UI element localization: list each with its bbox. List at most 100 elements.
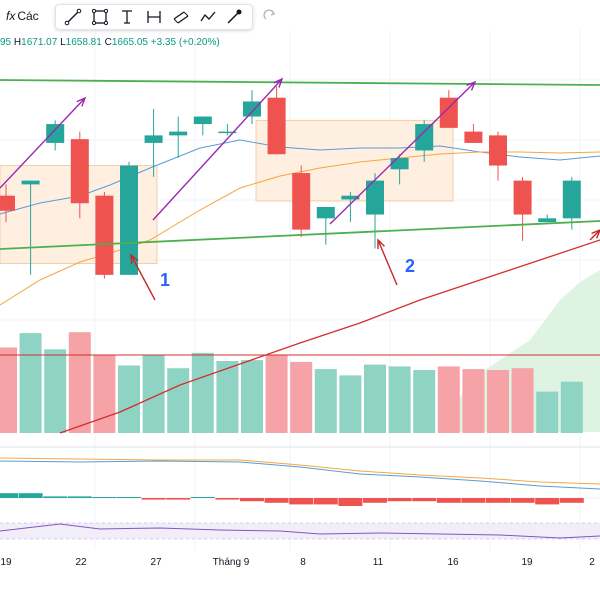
candle-body-20 (489, 135, 507, 166)
macd-hist-bar-8 (190, 497, 215, 498)
osc-signal-line (0, 457, 600, 485)
volume-bar-10 (241, 360, 263, 433)
volume-bar-11 (265, 354, 288, 433)
candlesticks (0, 86, 581, 279)
red-arrow-2-head (377, 238, 385, 250)
macd-hist-bar-5 (117, 497, 141, 498)
path-icon[interactable] (197, 6, 219, 28)
low-label: L (60, 37, 66, 48)
candle-body-4 (95, 195, 114, 275)
volume-bar-17 (413, 370, 436, 433)
rsi-band (0, 523, 600, 539)
candle-body-0 (0, 195, 15, 211)
red-arrow-1-head (130, 253, 139, 265)
macd-hist-bar-2 (43, 496, 68, 498)
annotation-label-1: 1 (160, 270, 171, 290)
rectangle-icon[interactable] (89, 6, 111, 28)
text-tool-icon[interactable] (116, 6, 138, 28)
candle-body-12 (292, 173, 311, 230)
macd-hist-bar-3 (67, 496, 92, 498)
candle-body-7 (169, 131, 188, 136)
red-arrow-3-shaft (589, 229, 600, 241)
volume-bars (0, 332, 600, 433)
volume-bar-15 (364, 364, 386, 433)
volume-bar-23 (560, 381, 583, 433)
candle-body-9 (218, 131, 237, 134)
candle-body-1 (21, 180, 40, 185)
volume-bar-12 (290, 361, 313, 433)
brush-icon[interactable] (223, 6, 245, 28)
volume-bar-7 (167, 368, 190, 433)
x-tick-label: Tháng 9 (212, 557, 250, 568)
macd-hist-bar-10 (240, 498, 264, 502)
macd-hist-bar-19 (461, 498, 486, 503)
purple-arrow-1-shaft (0, 97, 86, 189)
candle-body-23 (562, 180, 581, 219)
macd-hist-bar-4 (92, 497, 117, 498)
x-tick-label: 2 (589, 557, 595, 568)
volume-bar-13 (314, 369, 337, 433)
x-tick-label: 16 (447, 557, 459, 568)
arrows (0, 77, 600, 301)
drawing-toolbar (55, 4, 253, 30)
volume-bar-4 (93, 354, 116, 433)
volume-bar-18 (437, 366, 460, 433)
x-tick-label: 27 (150, 557, 162, 568)
x-tick-label: 11 (372, 557, 384, 568)
change-value: +3.35 (+0.20%) (150, 37, 220, 48)
rsi-line (0, 523, 600, 539)
ma-long-term-line (59, 239, 600, 434)
candle-body-21 (513, 180, 532, 215)
purple-arrow-3-shaft (329, 81, 476, 225)
volume-bar-20 (487, 370, 509, 433)
trend-line-icon[interactable] (62, 6, 84, 28)
macd-hist-bar-17 (412, 498, 437, 502)
macd-hist-bar-20 (486, 498, 510, 503)
macd-hist-bar-16 (387, 498, 412, 502)
x-tick-label: 19 (0, 557, 12, 568)
close-value: 1665.05 (111, 37, 148, 48)
trend-lines (0, 79, 600, 250)
macd-hist-bar-11 (264, 498, 289, 503)
volume-bar-21 (511, 368, 534, 433)
lower-trend-line (0, 220, 600, 250)
candle-body-2 (46, 124, 65, 143)
parallel-channel-icon[interactable] (170, 6, 192, 28)
redo-icon[interactable] (262, 7, 278, 23)
candle-body-14 (341, 195, 360, 200)
volume-bar-2 (44, 349, 67, 433)
macd-hist-bar-9 (215, 498, 240, 500)
open-value: 95 (0, 37, 12, 48)
measure-icon[interactable] (143, 6, 165, 28)
candle-body-3 (70, 139, 89, 204)
volume-bar-16 (388, 366, 411, 433)
volume-bar-8 (191, 352, 214, 433)
candle-body-17 (415, 124, 434, 151)
candle-body-6 (144, 135, 163, 143)
macd-hist-bar-21 (510, 498, 535, 503)
x-tick-label: 19 (521, 557, 533, 568)
macd-hist-bar-13 (313, 498, 338, 505)
volume-bar-1 (19, 333, 42, 433)
macd-hist-bar-1 (18, 493, 43, 498)
osc-main-line (0, 460, 600, 490)
red-arrow-1-shaft (130, 254, 156, 301)
purple-arrow-2-shaft (152, 78, 283, 221)
candle-body-15 (366, 180, 384, 215)
consolidation-boxes (0, 119, 454, 264)
macd-hist-bar-14 (338, 498, 363, 506)
annotation-label-2: 2 (405, 256, 416, 276)
x-tick-label: 22 (75, 557, 87, 568)
volume-bar-9 (216, 361, 239, 433)
low-value: 1658.81 (65, 37, 102, 48)
oscillators (0, 446, 600, 540)
purple-arrow-2-head (273, 77, 284, 88)
macd-hist-bar-0 (0, 493, 18, 498)
volume-bar-0 (0, 347, 17, 433)
macd-hist-bar-22 (535, 498, 560, 505)
indicators-button[interactable]: Các (17, 9, 39, 23)
fx-button[interactable]: fx (6, 9, 16, 23)
macd-hist-bar-7 (166, 498, 191, 500)
candle-body-22 (538, 218, 557, 223)
